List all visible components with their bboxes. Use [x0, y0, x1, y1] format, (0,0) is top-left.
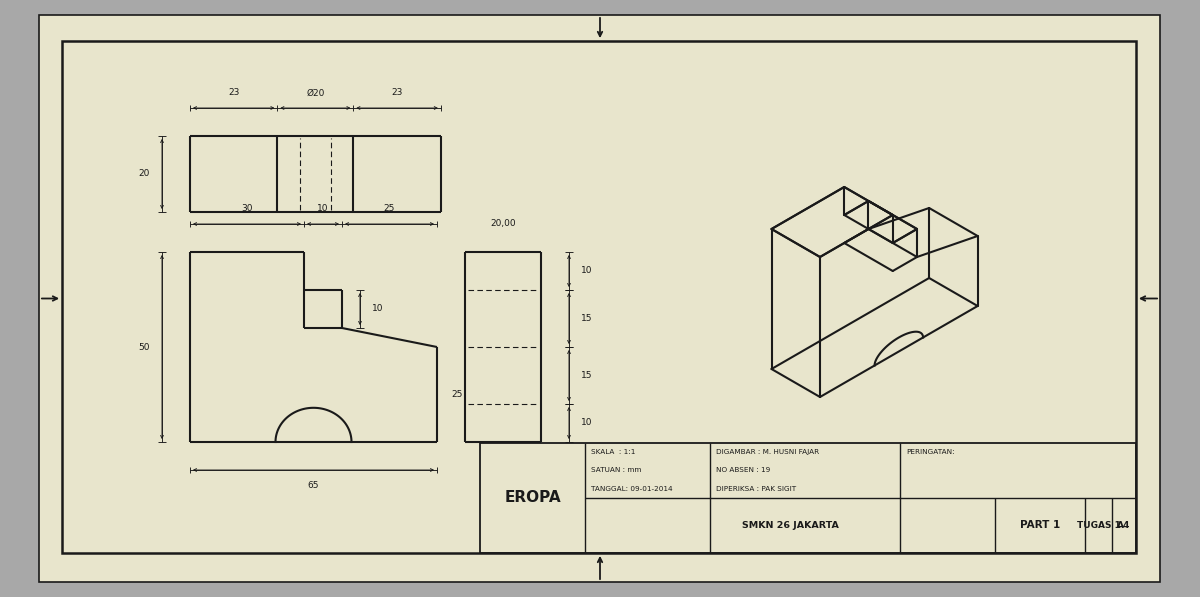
Text: SATUAN : mm: SATUAN : mm	[590, 467, 641, 473]
Text: PART 1: PART 1	[1020, 521, 1060, 531]
Text: 20,00: 20,00	[490, 220, 516, 229]
Text: 10: 10	[581, 418, 593, 427]
Text: SKALA  : 1:1: SKALA : 1:1	[590, 449, 635, 455]
Text: NO ABSEN : 19: NO ABSEN : 19	[716, 467, 770, 473]
Text: EROPA: EROPA	[504, 491, 560, 506]
Text: 50: 50	[138, 343, 150, 352]
Text: 23: 23	[228, 88, 239, 97]
Text: A4: A4	[1117, 521, 1130, 530]
Text: 20: 20	[138, 170, 150, 179]
Text: 10: 10	[372, 304, 384, 313]
Text: Ø20: Ø20	[306, 88, 324, 97]
Text: 30: 30	[241, 205, 253, 214]
Text: 23: 23	[391, 88, 403, 97]
Text: PERINGATAN:: PERINGATAN:	[906, 449, 955, 455]
Text: 10: 10	[581, 266, 593, 275]
Text: 15: 15	[581, 371, 593, 380]
Text: DIGAMBAR : M. HUSNI FAJAR: DIGAMBAR : M. HUSNI FAJAR	[716, 449, 820, 455]
Bar	[62, 41, 1136, 553]
Text: SMKN 26 JAKARTA: SMKN 26 JAKARTA	[742, 521, 839, 530]
Text: DIPERIKSA : PAK SIGIT: DIPERIKSA : PAK SIGIT	[716, 486, 796, 492]
Text: TUGAS 1: TUGAS 1	[1076, 521, 1121, 530]
Text: TANGGAL: 09-01-2014: TANGGAL: 09-01-2014	[590, 486, 673, 492]
Text: 65: 65	[307, 481, 319, 490]
Text: 15: 15	[581, 314, 593, 323]
Text: 25: 25	[384, 205, 395, 214]
Text: 25: 25	[451, 390, 463, 399]
Text: 10: 10	[317, 205, 329, 214]
